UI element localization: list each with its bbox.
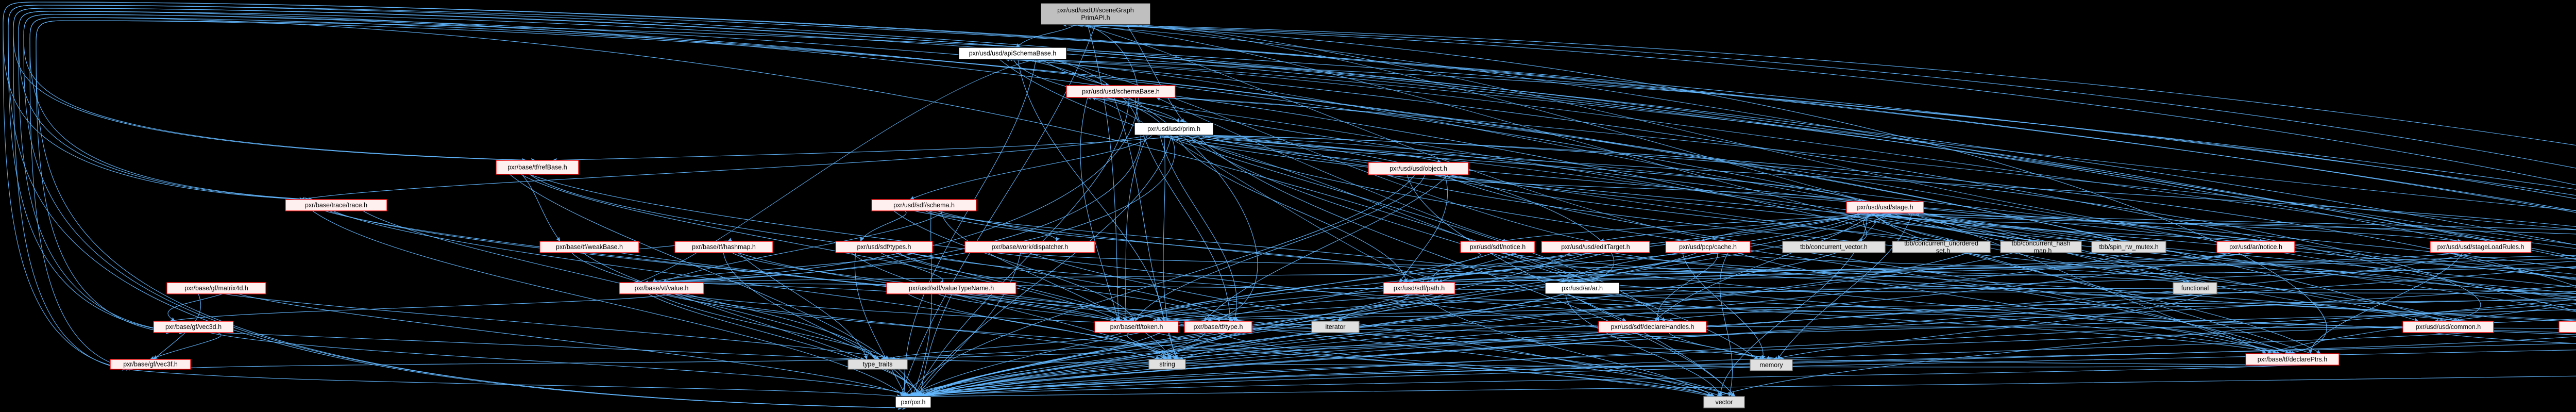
svg-text:pxr/usd/sdf/schema.h: pxr/usd/sdf/schema.h (893, 202, 955, 209)
svg-text:memory: memory (1759, 361, 1783, 369)
svg-text:tbb/concurrent_vector.h: tbb/concurrent_vector.h (1800, 243, 1868, 251)
svg-text:pxr/usd/usd/object.h: pxr/usd/usd/object.h (1389, 165, 1447, 172)
svg-text:_set.h: _set.h (1932, 247, 1950, 254)
svg-text:functional: functional (2181, 285, 2209, 292)
svg-text:pxr/usd/usd/prim.h: pxr/usd/usd/prim.h (1147, 125, 1200, 133)
svg-text:pxr/usd/pcp/cache.h: pxr/usd/pcp/cache.h (1679, 243, 1737, 251)
svg-text:pxr/base/tf/weakBase.h: pxr/base/tf/weakBase.h (556, 243, 623, 251)
svg-text:pxr/usd/usd/stageLoadRules.h: pxr/usd/usd/stageLoadRules.h (2437, 243, 2524, 251)
svg-text:pxr/base/gf/vec3f.h: pxr/base/gf/vec3f.h (123, 361, 178, 368)
svg-text:pxr/base/tf/type.h: pxr/base/tf/type.h (1194, 323, 1243, 331)
svg-text:tbb/spin_rw_mutex.h: tbb/spin_rw_mutex.h (2099, 243, 2158, 251)
svg-text:pxr/usd/sdf/path.h: pxr/usd/sdf/path.h (1394, 285, 1445, 292)
svg-text:pxr/base/gf/matrix4d.h: pxr/base/gf/matrix4d.h (184, 285, 248, 292)
svg-text:pxr/usd/sdf/declareHandles.h: pxr/usd/sdf/declareHandles.h (1611, 323, 1694, 331)
svg-text:pxr/usd/sdf/types.h: pxr/usd/sdf/types.h (857, 243, 911, 251)
svg-text:pxr/usd/ar/notice.h: pxr/usd/ar/notice.h (2229, 243, 2282, 251)
svg-text:pxr/base/tf/token.h: pxr/base/tf/token.h (1110, 323, 1163, 331)
svg-text:iterator: iterator (1326, 323, 1346, 331)
svg-text:pxr/base/vt/value.h: pxr/base/vt/value.h (635, 285, 689, 292)
svg-text:pxr/usd/sdf/valueTypeName.h: pxr/usd/sdf/valueTypeName.h (909, 285, 994, 292)
svg-text:tbb/concurrent_unordered: tbb/concurrent_unordered (1904, 240, 1978, 247)
svg-text:pxr/base/trace/trace.h: pxr/base/trace/trace.h (305, 202, 367, 209)
svg-text:pxr/usd/usd/editTarget.h: pxr/usd/usd/editTarget.h (1561, 243, 1630, 251)
svg-text:string: string (1159, 361, 1175, 368)
svg-text:pxr/usd/usd/schemaBase.h: pxr/usd/usd/schemaBase.h (1082, 88, 1160, 95)
svg-text:pxr/usd/usd/stage.h: pxr/usd/usd/stage.h (1857, 204, 1913, 211)
svg-text:pxr/base/tf/declarePtrs.h: pxr/base/tf/declarePtrs.h (2258, 356, 2328, 363)
svg-text:pxr/usd/usd/apiSchemaBase.h: pxr/usd/usd/apiSchemaBase.h (969, 50, 1057, 57)
svg-text:pxr/base/work/dispatcher.h: pxr/base/work/dispatcher.h (992, 243, 1069, 251)
svg-text:PrimAPI.h: PrimAPI.h (1081, 14, 1110, 22)
svg-text:pxr/usd/ar/ar.h: pxr/usd/ar/ar.h (1562, 285, 1603, 292)
svg-text:pxr/usd/sdf/notice.h: pxr/usd/sdf/notice.h (1470, 243, 1526, 251)
svg-text:type_traits: type_traits (863, 361, 893, 368)
svg-text:tbb/concurrent_hash: tbb/concurrent_hash (2012, 240, 2071, 247)
svg-text:pxr/base/tf/refBase.h: pxr/base/tf/refBase.h (507, 164, 567, 171)
svg-text:pxr/base/gf/vec3d.h: pxr/base/gf/vec3d.h (165, 323, 222, 331)
svg-text:pxr/usd/usdUI/sceneGraph: pxr/usd/usdUI/sceneGraph (1057, 7, 1134, 14)
svg-text:_map.h: _map.h (2030, 247, 2052, 254)
svg-text:pxr/usd/usd/common.h: pxr/usd/usd/common.h (2416, 323, 2481, 331)
svg-text:vector: vector (1715, 399, 1733, 406)
svg-text:pxr/pxr.h: pxr/pxr.h (901, 399, 926, 406)
svg-text:pxr/base/tf/hashmap.h: pxr/base/tf/hashmap.h (692, 243, 756, 251)
